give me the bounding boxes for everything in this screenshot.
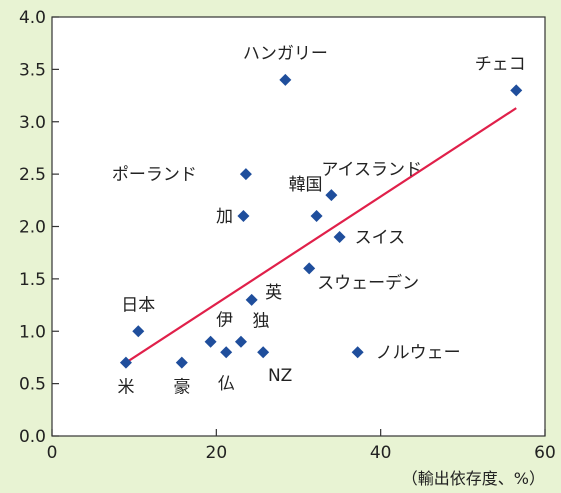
y-tick-label: 2.5 (19, 165, 46, 185)
data-point-marker (310, 210, 323, 223)
y-tick-label: 2.0 (19, 218, 46, 238)
data-point-marker (510, 84, 523, 97)
y-tick-label: 1.5 (19, 270, 46, 290)
y-tick-label: 3.5 (19, 60, 46, 80)
point-label: NZ (268, 366, 292, 386)
point-label: 加 (216, 207, 233, 227)
y-tick-label: 0.5 (19, 375, 46, 395)
data-point-marker (175, 356, 188, 369)
point-label: 米 (117, 378, 134, 398)
point-label: チェコ (475, 54, 526, 74)
data-point-marker (132, 325, 145, 338)
data-points (119, 73, 523, 369)
point-label: 独 (252, 312, 269, 332)
data-point-marker (257, 346, 270, 359)
point-label: ノルウェー (376, 343, 461, 363)
point-label: スウェーデン (317, 272, 419, 293)
data-point-marker (239, 168, 252, 181)
y-tick-label: 4.0 (19, 8, 46, 28)
point-label: ポーランド (112, 165, 197, 185)
point-label: ハンガリー (243, 44, 328, 64)
x-tick-label: 60 (534, 443, 556, 463)
point-label: スイス (355, 228, 406, 248)
point-label: 豪 (173, 377, 190, 398)
data-point-marker (220, 346, 233, 359)
data-point-marker (237, 210, 250, 223)
x-axis-label: （輸出依存度、%） (402, 469, 545, 488)
data-point-marker (303, 262, 316, 275)
data-point-marker (204, 335, 217, 348)
point-label: 英 (265, 283, 282, 303)
point-label: 仏 (218, 374, 235, 394)
y-tick-label: 3.0 (19, 113, 46, 133)
data-point-marker (245, 293, 258, 306)
x-tick-label: 0 (47, 443, 58, 463)
y-axis: 0.0 0.5 1.0 1.5 2.0 2.5 3.0 3.5 4.0 (19, 8, 59, 447)
y-tick-label: 1.0 (19, 322, 46, 342)
x-tick-label: 40 (370, 443, 392, 463)
plot-area (51, 16, 546, 437)
data-point-marker (119, 356, 132, 369)
data-point-marker (333, 230, 346, 243)
point-label: 日本 (121, 295, 155, 315)
point-label: 韓国 (289, 175, 323, 195)
data-point-marker (325, 189, 338, 202)
x-axis: 0 20 40 60 (47, 429, 556, 463)
point-label: 伊 (216, 311, 233, 331)
x-tick-label: 20 (206, 443, 228, 463)
trend-line (125, 107, 517, 364)
y-tick-label: 0.0 (19, 427, 46, 447)
data-point-marker (351, 346, 364, 359)
data-point-marker (234, 335, 247, 348)
point-label: アイスランド (321, 160, 422, 180)
data-point-marker (279, 73, 292, 86)
